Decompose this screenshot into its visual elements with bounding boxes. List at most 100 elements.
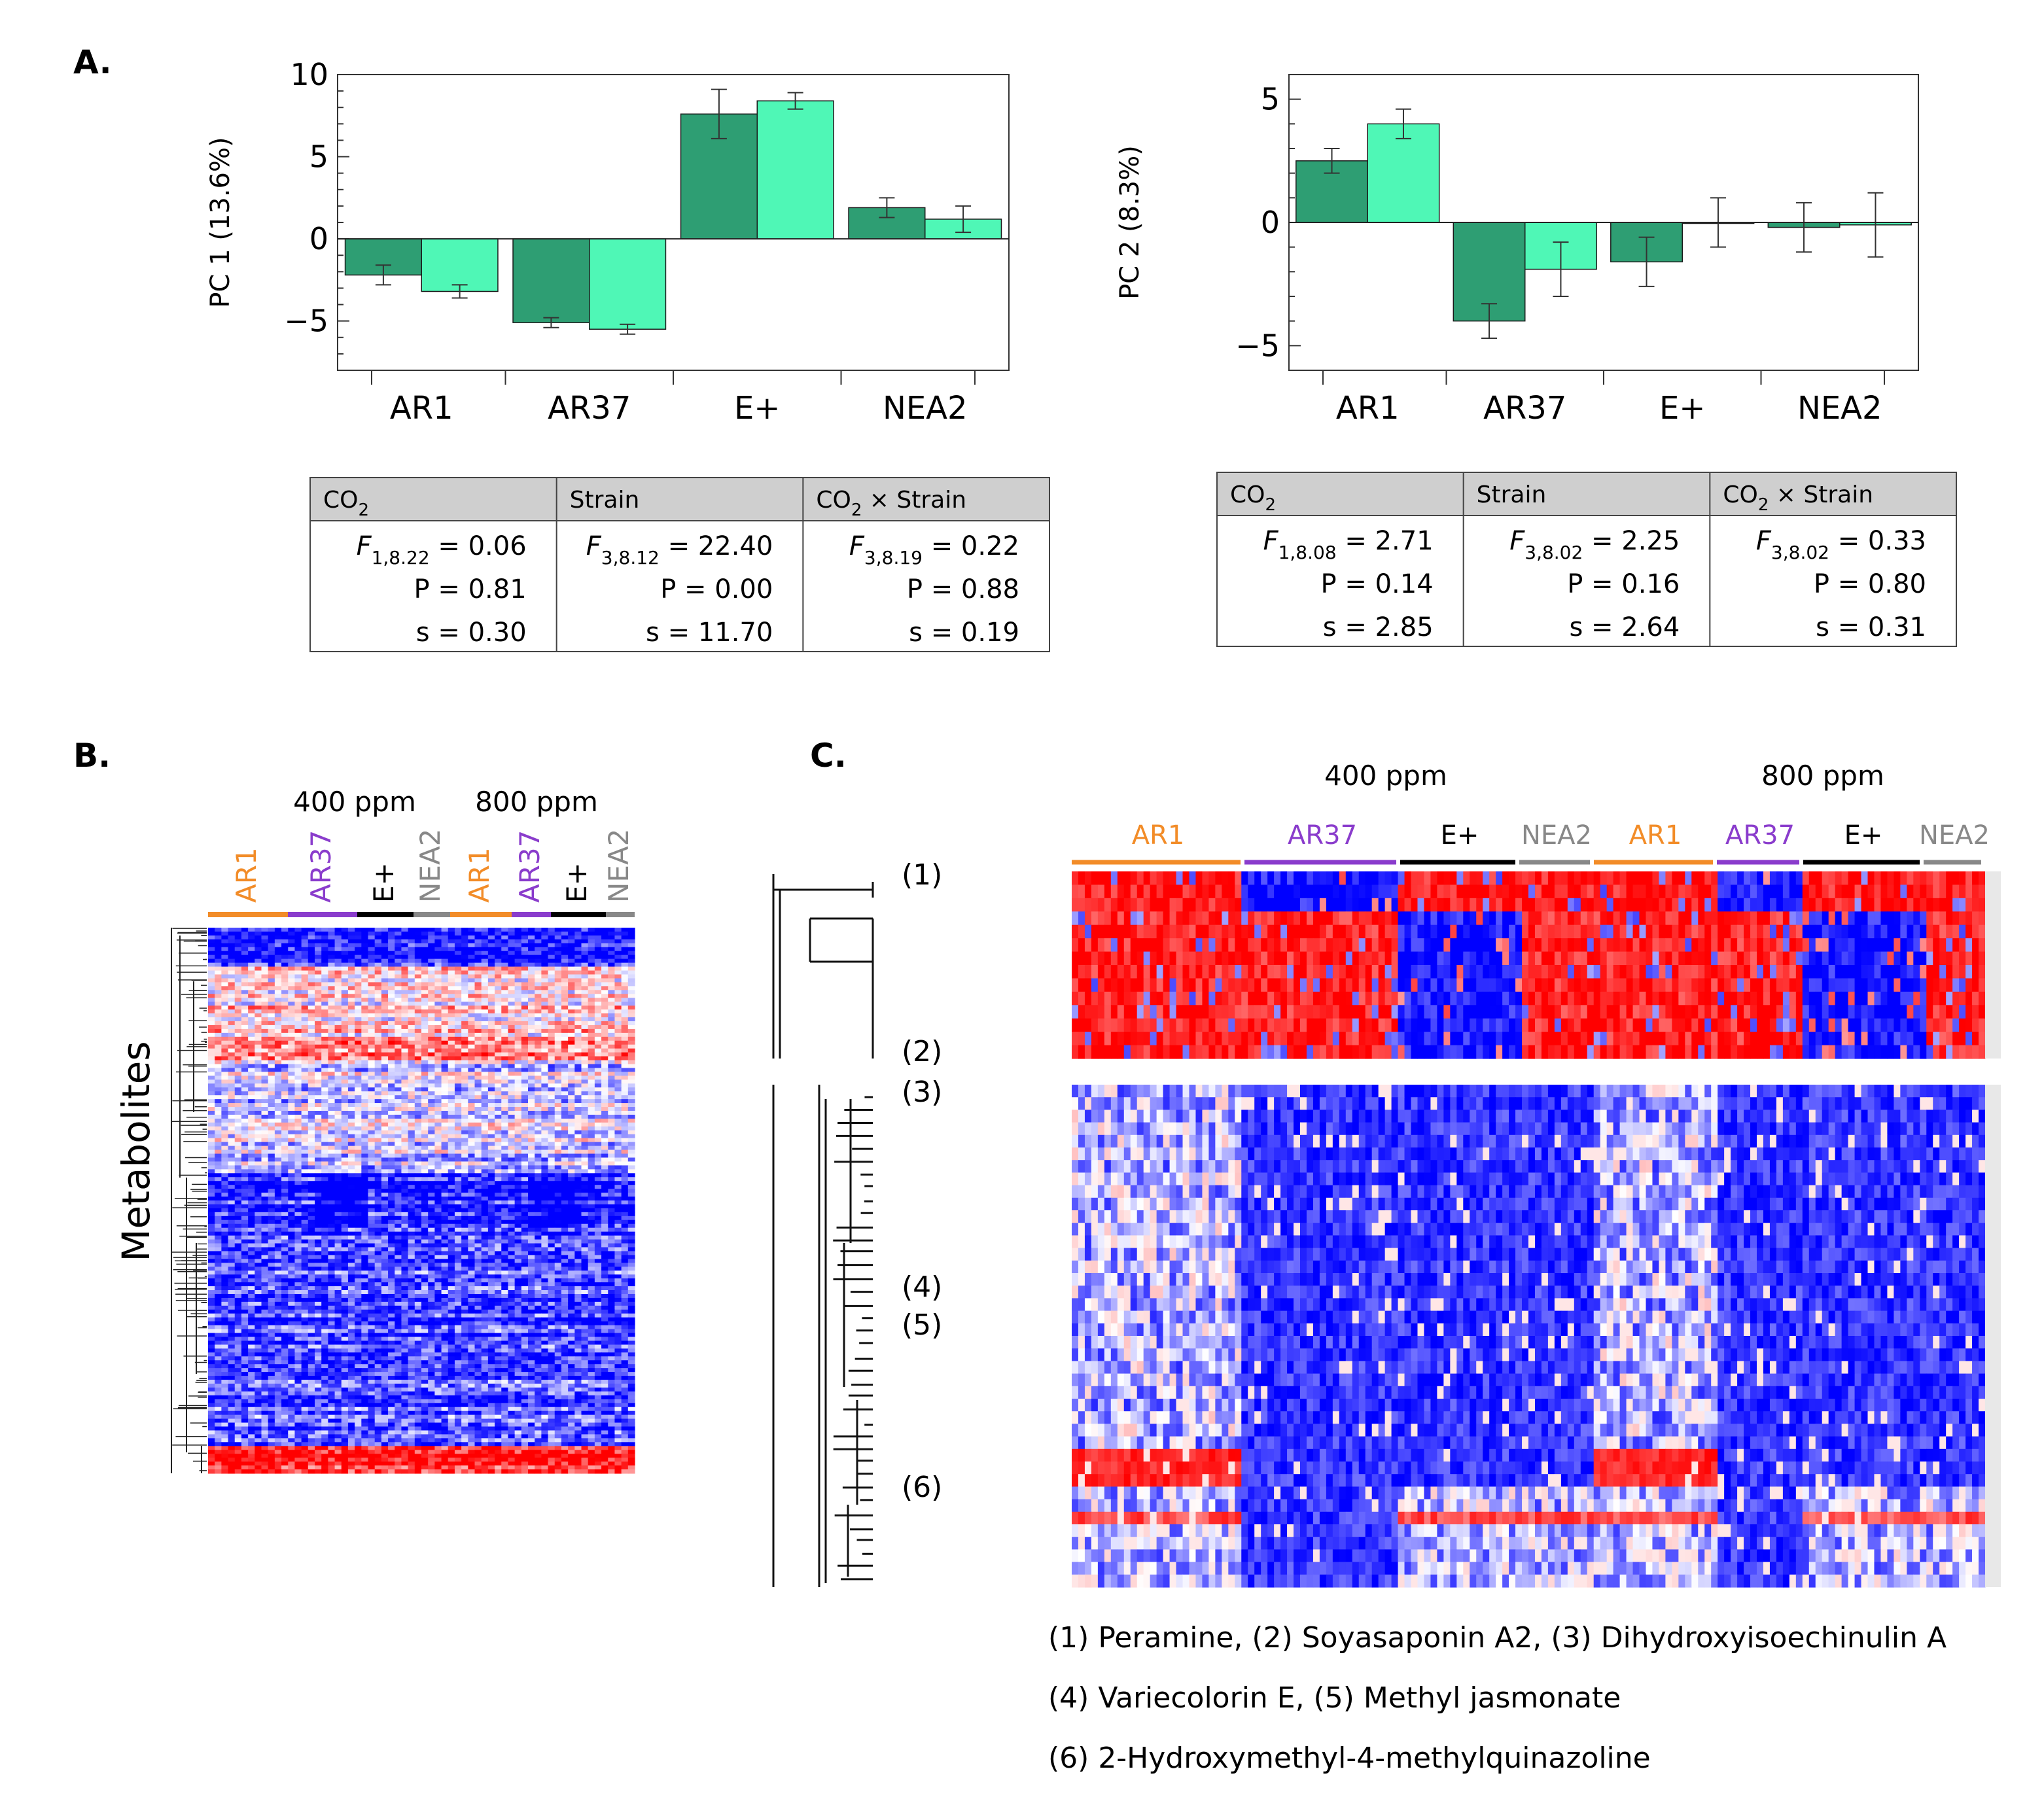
heatmap-b-cell	[414, 994, 422, 998]
heatmap-b-cell	[274, 1169, 282, 1174]
heatmap-b-cell	[501, 1006, 509, 1010]
heatmap-b-cell	[481, 928, 489, 932]
heatmap-b-cell	[347, 1068, 355, 1073]
heatmap-b-cell	[315, 1149, 322, 1155]
heatmap-b-cell	[428, 1177, 435, 1182]
heatmap-b-cell	[361, 1161, 369, 1166]
heatmap-b-cell	[361, 1114, 369, 1119]
heatmap-b-cell	[454, 1052, 462, 1057]
heatmap-b-cell	[241, 1118, 249, 1123]
heatmap-b-cell	[294, 1142, 302, 1147]
heatmap-b-cell	[308, 1161, 315, 1166]
heatmap-b-cell	[434, 1142, 442, 1147]
heatmap-b-cell	[388, 1079, 395, 1084]
heatmap-b-cell	[474, 982, 482, 987]
heatmap-b-cell	[294, 978, 302, 983]
heatmap-b-cell	[321, 974, 328, 979]
heatmap-b-cell	[268, 931, 275, 936]
heatmap-b-cell	[408, 1161, 415, 1166]
y-tick-label: 0	[1261, 205, 1280, 240]
heatmap-b-cell	[221, 974, 229, 979]
heatmap-b-cell	[574, 1130, 582, 1135]
heatmap-b-cell	[294, 970, 302, 975]
heatmap-b-cell	[501, 1185, 509, 1189]
heatmap-b-cell	[441, 1072, 449, 1076]
heatmap-b-cell	[474, 1103, 482, 1108]
heatmap-b-cell	[468, 1114, 476, 1119]
heatmap-b-cell	[221, 1212, 229, 1217]
heatmap-b-cell	[288, 1056, 296, 1061]
heatmap-b-cell	[541, 1006, 549, 1010]
heatmap-b-cell	[355, 1126, 362, 1131]
heatmap-b-cell	[347, 1056, 355, 1061]
heatmap-b-cell	[568, 1134, 575, 1139]
heatmap-b-cell	[421, 1056, 429, 1061]
heatmap-b-cell	[428, 1208, 435, 1213]
heatmap-b-cell	[514, 1173, 522, 1178]
heatmap-b-cell	[374, 1169, 382, 1174]
heatmap-b-cell	[481, 1134, 489, 1139]
heatmap-b-cell	[621, 1076, 629, 1080]
heatmap-b-cell	[495, 1056, 502, 1061]
heatmap-b-cell	[508, 954, 516, 960]
heatmap-b-cell	[495, 1048, 502, 1053]
heatmap-b-cell	[454, 1028, 462, 1034]
heatmap-b-cell	[408, 1149, 415, 1155]
heatmap-b-cell	[614, 1064, 622, 1069]
heatmap-b-cell	[608, 954, 616, 960]
heatmap-b-cell	[594, 966, 602, 972]
heatmap-b-cell	[328, 1193, 336, 1197]
heatmap-b-cell	[347, 1177, 355, 1182]
heatmap-b-cell	[535, 1048, 542, 1053]
heatmap-b-cell	[468, 1060, 476, 1065]
heatmap-b-cell	[268, 1153, 275, 1159]
heatmap-b-cell	[481, 1208, 489, 1213]
heatmap-b-cell	[334, 1095, 342, 1100]
heatmap-b-cell	[414, 1193, 422, 1197]
heatmap-b-cell	[434, 1161, 442, 1166]
heatmap-b-cell	[521, 986, 529, 990]
heatmap-b-cell	[281, 1165, 289, 1170]
heatmap-b-cell	[268, 1149, 275, 1155]
heatmap-b-cell	[328, 1118, 336, 1123]
heatmap-b-cell	[574, 928, 582, 932]
heatmap-b-cell	[414, 1138, 422, 1143]
heatmap-b-cell	[301, 1060, 309, 1065]
heatmap-b-cell	[474, 1091, 482, 1096]
heatmap-b-cell	[301, 951, 309, 956]
heatmap-b-cell	[274, 1161, 282, 1166]
heatmap-b-cell	[274, 1149, 282, 1155]
heatmap-b-cell	[381, 1193, 389, 1197]
heatmap-b-cell	[441, 1103, 449, 1108]
heatmap-b-cell	[281, 1161, 289, 1166]
heatmap-b-cell	[355, 1173, 362, 1178]
heatmap-b-cell	[441, 1142, 449, 1147]
heatmap-b-cell	[448, 1091, 455, 1096]
heatmap-b-cell	[581, 1087, 589, 1092]
heatmap-b-cell	[294, 1056, 302, 1061]
heatmap-b-cell	[501, 978, 509, 983]
heatmap-b-cell	[347, 1146, 355, 1151]
heatmap-b-cell	[581, 978, 589, 983]
heatmap-b-cell	[374, 1002, 382, 1006]
heatmap-b-cell	[268, 1138, 275, 1143]
heatmap-b-cell	[441, 990, 449, 994]
heatmap-b-cell	[487, 1083, 495, 1088]
heatmap-b-cell	[601, 1173, 608, 1178]
heatmap-b-cell	[428, 1130, 435, 1135]
heatmap-b-cell	[288, 1110, 296, 1115]
heatmap-b-cell	[594, 1169, 602, 1174]
heatmap-b-ppm-400: 400 ppm	[293, 786, 416, 818]
heatmap-b-cell	[554, 1204, 562, 1209]
heatmap-b-cell	[388, 1052, 395, 1057]
heatmap-b-cell	[215, 1153, 222, 1159]
heatmap-b-cell	[487, 1146, 495, 1151]
heatmap-b-cell	[574, 1146, 582, 1151]
heatmap-b-cell	[521, 1126, 529, 1131]
heatmap-b-cell	[594, 1122, 602, 1127]
heatmap-b-cell	[248, 935, 255, 940]
heatmap-b-cell	[395, 1076, 402, 1080]
heatmap-b-cell	[501, 1052, 509, 1057]
heatmap-b-cell	[248, 1021, 255, 1026]
